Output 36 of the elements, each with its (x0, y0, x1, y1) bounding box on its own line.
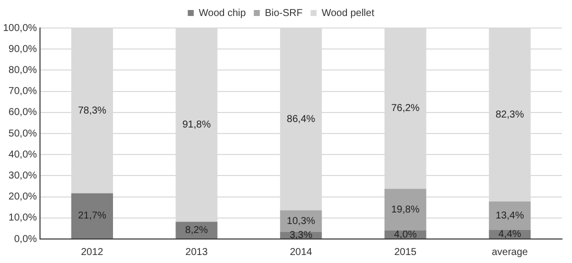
data-label: 82,3% (496, 109, 524, 120)
data-label: 13,4% (496, 210, 524, 222)
y-tick-label: 20,0% (8, 192, 38, 203)
bar (71, 193, 114, 238)
data-label: 86,4% (286, 114, 316, 125)
y-tick-label: 30,0% (8, 170, 38, 182)
y-tick-label: 100,0% (2, 22, 38, 34)
x-tick-label: 2012 (81, 246, 104, 258)
bar (384, 188, 426, 231)
legend-label: Wood chip (198, 8, 246, 19)
y-tick-label: 10,0% (8, 212, 38, 224)
x-tick-label: average (492, 246, 528, 258)
data-label: 3,3% (290, 230, 312, 242)
data-label: 10,3% (286, 216, 316, 227)
data-label: 78,3% (78, 105, 106, 116)
data-label: 4,0% (394, 229, 417, 240)
data-label: 76,2% (391, 103, 420, 114)
legend-label: Wood pellet (322, 8, 374, 19)
y-tick-label: 60,0% (8, 107, 38, 118)
data-label: 91,8% (182, 120, 211, 131)
y-tick-label: 40,0% (8, 149, 38, 160)
y-tick-label: 70,0% (8, 86, 38, 98)
data-label: 19,8% (391, 204, 420, 216)
legend-label: Bio-SRF (264, 8, 303, 19)
bar (176, 222, 218, 238)
data-label: 21,7% (78, 210, 106, 222)
x-tick-label: 2015 (394, 246, 417, 258)
x-tick-label: 2014 (290, 246, 313, 258)
y-tick-label: 50,0% (8, 128, 38, 140)
data-label: 8,2% (185, 224, 208, 236)
y-tick-label: 90,0% (8, 44, 38, 55)
data-label: 4,4% (498, 228, 522, 240)
bar (488, 201, 531, 230)
x-tick-label: 2013 (185, 246, 208, 258)
y-tick-label: 80,0% (8, 64, 38, 76)
y-tick-label: 0,0% (14, 234, 38, 245)
